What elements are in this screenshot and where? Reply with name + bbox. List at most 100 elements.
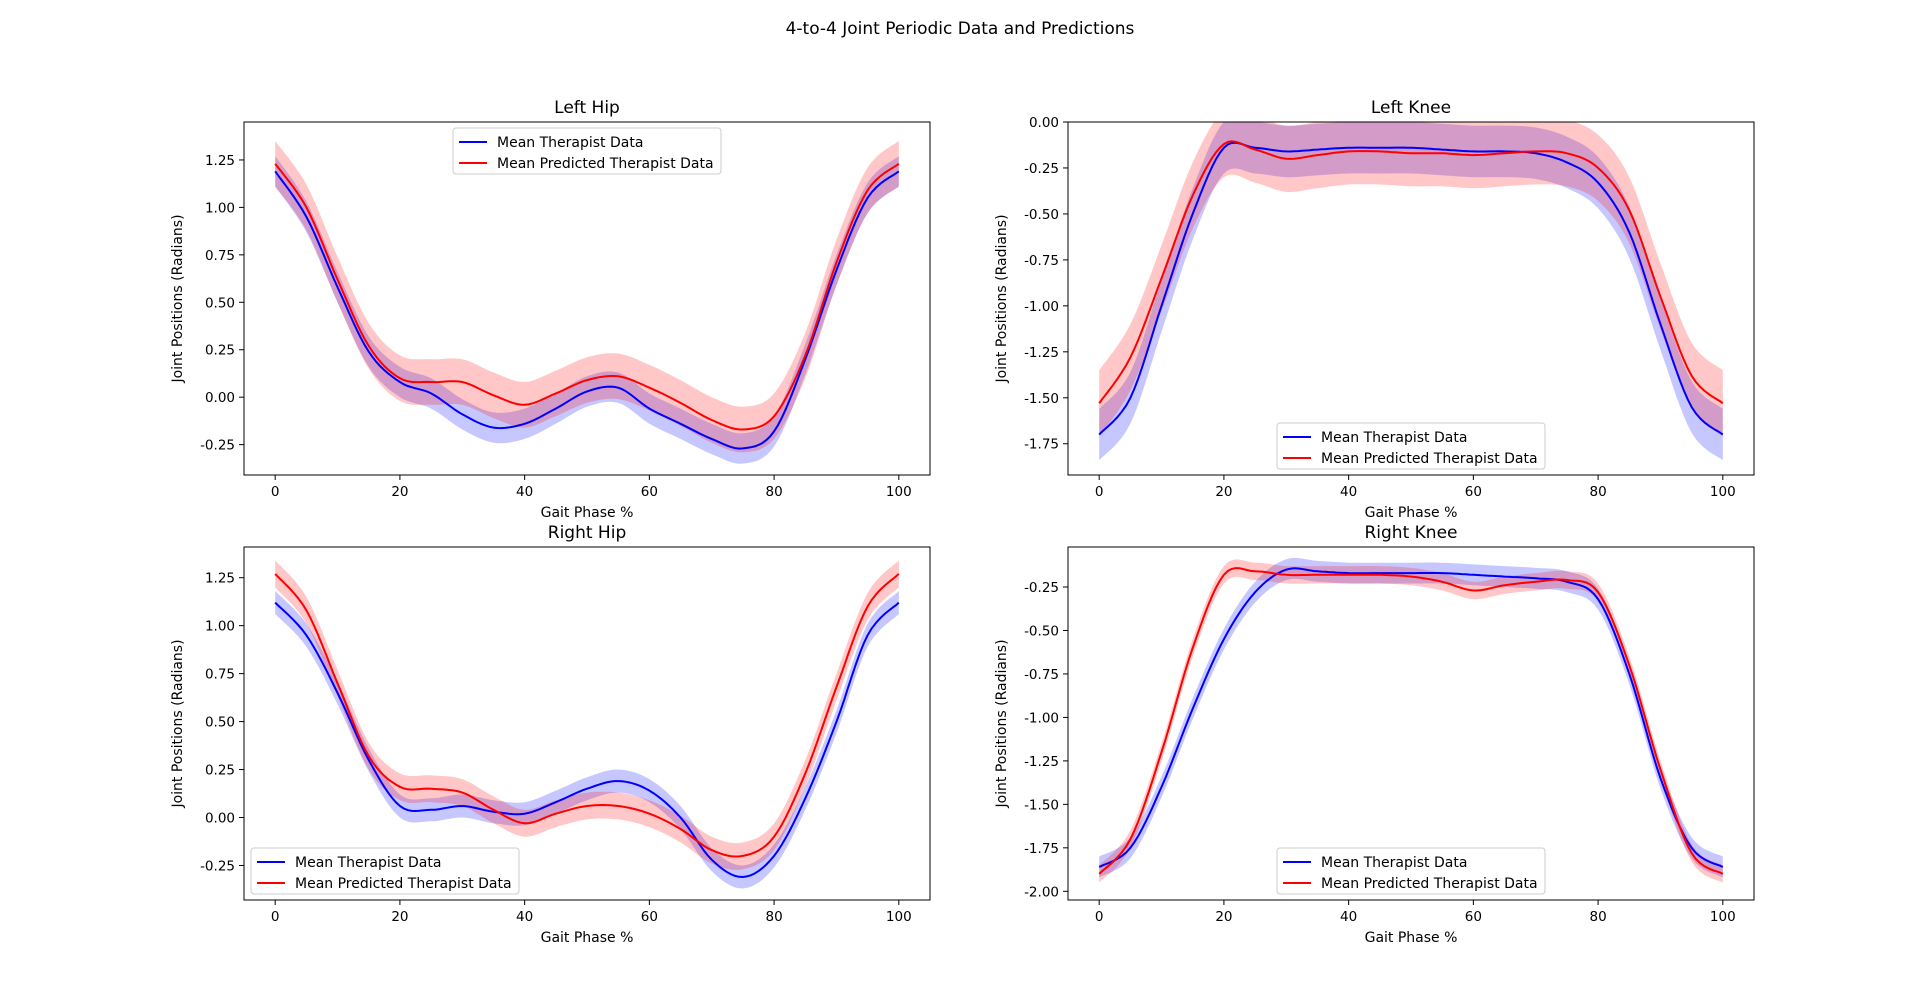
legend-label-therapist: Mean Therapist Data — [497, 135, 643, 151]
legend-box — [1276, 847, 1546, 895]
y-tick-label: -2.00 — [1024, 884, 1059, 900]
y-tick-label: 0.50 — [205, 295, 235, 311]
y-tick-label: -1.00 — [1024, 710, 1059, 726]
series-line-therapist — [1098, 567, 1724, 868]
legend: Mean Therapist Data Mean Predicted Therap… — [1276, 847, 1546, 895]
chart-panel-1: 0 20 40 60 80 100 -0.25 0.00 0.25 0.50 0.75 1.00 1.2… — [170, 98, 931, 521]
y-tick-label: -1.50 — [1024, 797, 1059, 813]
x-tick-label: 60 — [641, 484, 658, 500]
y-tick-label: -0.25 — [200, 438, 235, 454]
legend-box — [250, 847, 520, 895]
chart-panel-4: 0 20 40 60 80 100 -2.00 -1.75 -1.50 -1.25 -1.00 -0.… — [994, 523, 1755, 946]
series-band-predicted — [275, 141, 899, 453]
legend: Mean Therapist Data Mean Predicted Therap… — [1276, 422, 1546, 470]
x-tick-label: 0 — [271, 484, 280, 500]
x-tick-label: 60 — [1465, 909, 1482, 925]
legend-box — [1276, 422, 1546, 470]
x-tick-label: 20 — [1215, 909, 1232, 925]
y-tick-label: -1.25 — [1024, 345, 1059, 361]
y-axis-label: Joint Positions (Radians) — [994, 639, 1010, 808]
x-tick-label: 100 — [1710, 484, 1736, 500]
x-tick-label: 20 — [1215, 484, 1232, 500]
x-tick-label: 80 — [1589, 484, 1606, 500]
chart-title: Right Knee — [1364, 523, 1457, 543]
x-tick-label: 100 — [1710, 909, 1736, 925]
series-line-predicted — [274, 162, 900, 431]
y-tick-label: 0.75 — [205, 667, 235, 683]
y-tick-label: 1.25 — [205, 571, 235, 587]
x-tick-label: 20 — [391, 909, 408, 925]
legend: Mean Therapist Data Mean Predicted Therap… — [250, 847, 520, 895]
legend-label-therapist: Mean Therapist Data — [1321, 430, 1467, 446]
chart-title: Left Knee — [1371, 98, 1451, 118]
x-axis-label: Gait Phase % — [541, 505, 634, 521]
legend-label-predicted: Mean Predicted Therapist Data — [295, 876, 512, 892]
axes-frame — [243, 121, 931, 476]
plot-area — [274, 141, 900, 464]
x-tick-label: 80 — [1589, 909, 1606, 925]
x-tick-label: 40 — [516, 484, 533, 500]
y-tick-label: -1.75 — [1024, 437, 1059, 453]
y-tick-label: -1.50 — [1024, 391, 1059, 407]
y-axis-label: Joint Positions (Radians) — [994, 214, 1010, 383]
x-axis-label: Gait Phase % — [1365, 505, 1458, 521]
y-axis-label: Joint Positions (Radians) — [170, 639, 186, 808]
series-line-therapist — [274, 170, 900, 450]
series-line-predicted — [274, 573, 900, 858]
figure-suptitle: 4-to-4 Joint Periodic Data and Predictio… — [786, 19, 1135, 39]
x-tick-label: 80 — [765, 909, 782, 925]
plot-area — [274, 560, 900, 889]
x-tick-label: 0 — [271, 909, 280, 925]
x-tick-label: 40 — [516, 909, 533, 925]
y-tick-label: -1.00 — [1024, 299, 1059, 315]
y-tick-label: -0.50 — [1024, 207, 1059, 223]
axes-frame — [1067, 546, 1755, 901]
x-tick-label: 100 — [886, 484, 912, 500]
x-axis-label: Gait Phase % — [541, 930, 634, 946]
legend-box — [452, 127, 722, 175]
x-tick-label: 0 — [1095, 909, 1104, 925]
series-band-predicted — [1099, 122, 1723, 437]
x-axis-label: Gait Phase % — [1365, 930, 1458, 946]
y-tick-label: 0.00 — [205, 390, 235, 406]
y-tick-label: -0.25 — [1024, 161, 1059, 177]
x-tick-label: 100 — [886, 909, 912, 925]
x-tick-label: 40 — [1340, 484, 1357, 500]
x-tick-label: 60 — [1465, 484, 1482, 500]
series-band-therapist — [275, 156, 899, 464]
y-tick-label: -0.25 — [1024, 580, 1059, 596]
legend-label-therapist: Mean Therapist Data — [295, 855, 441, 871]
x-tick-label: 40 — [1340, 909, 1357, 925]
y-tick-label: 1.25 — [205, 153, 235, 169]
chart-title: Right Hip — [548, 523, 626, 543]
plot-area — [1098, 122, 1724, 461]
y-tick-label: -0.75 — [1024, 253, 1059, 269]
y-tick-label: -1.75 — [1024, 841, 1059, 857]
y-tick-label: 0.75 — [205, 248, 235, 264]
legend-label-predicted: Mean Predicted Therapist Data — [1321, 876, 1538, 892]
y-tick-label: -1.25 — [1024, 754, 1059, 770]
legend-label-predicted: Mean Predicted Therapist Data — [497, 156, 714, 172]
y-tick-label: 0.00 — [1029, 115, 1059, 131]
x-tick-label: 80 — [765, 484, 782, 500]
plot-area — [1098, 557, 1724, 883]
x-tick-label: 20 — [391, 484, 408, 500]
series-line-predicted — [1098, 567, 1724, 875]
legend-label-therapist: Mean Therapist Data — [1321, 855, 1467, 871]
legend: Mean Therapist Data Mean Predicted Therap… — [452, 127, 722, 175]
y-tick-label: 1.00 — [205, 619, 235, 635]
chart-panel-2: 0 20 40 60 80 100 -1.75 -1.50 -1.25 -1.00 -0.75 -0.… — [994, 98, 1755, 521]
y-tick-label: 0.50 — [205, 715, 235, 731]
axes-frame — [1067, 121, 1755, 476]
x-tick-label: 0 — [1095, 484, 1104, 500]
y-axis-label: Joint Positions (Radians) — [170, 214, 186, 383]
axes-frame — [243, 546, 931, 901]
series-band-predicted — [275, 560, 899, 870]
chart-panel-3: 0 20 40 60 80 100 -0.25 0.00 0.25 0.50 0.75 1.00 1.2… — [170, 523, 931, 946]
x-tick-label: 60 — [641, 909, 658, 925]
y-tick-label: 0.25 — [205, 763, 235, 779]
series-line-therapist — [274, 601, 900, 879]
y-tick-label: 0.00 — [205, 811, 235, 827]
